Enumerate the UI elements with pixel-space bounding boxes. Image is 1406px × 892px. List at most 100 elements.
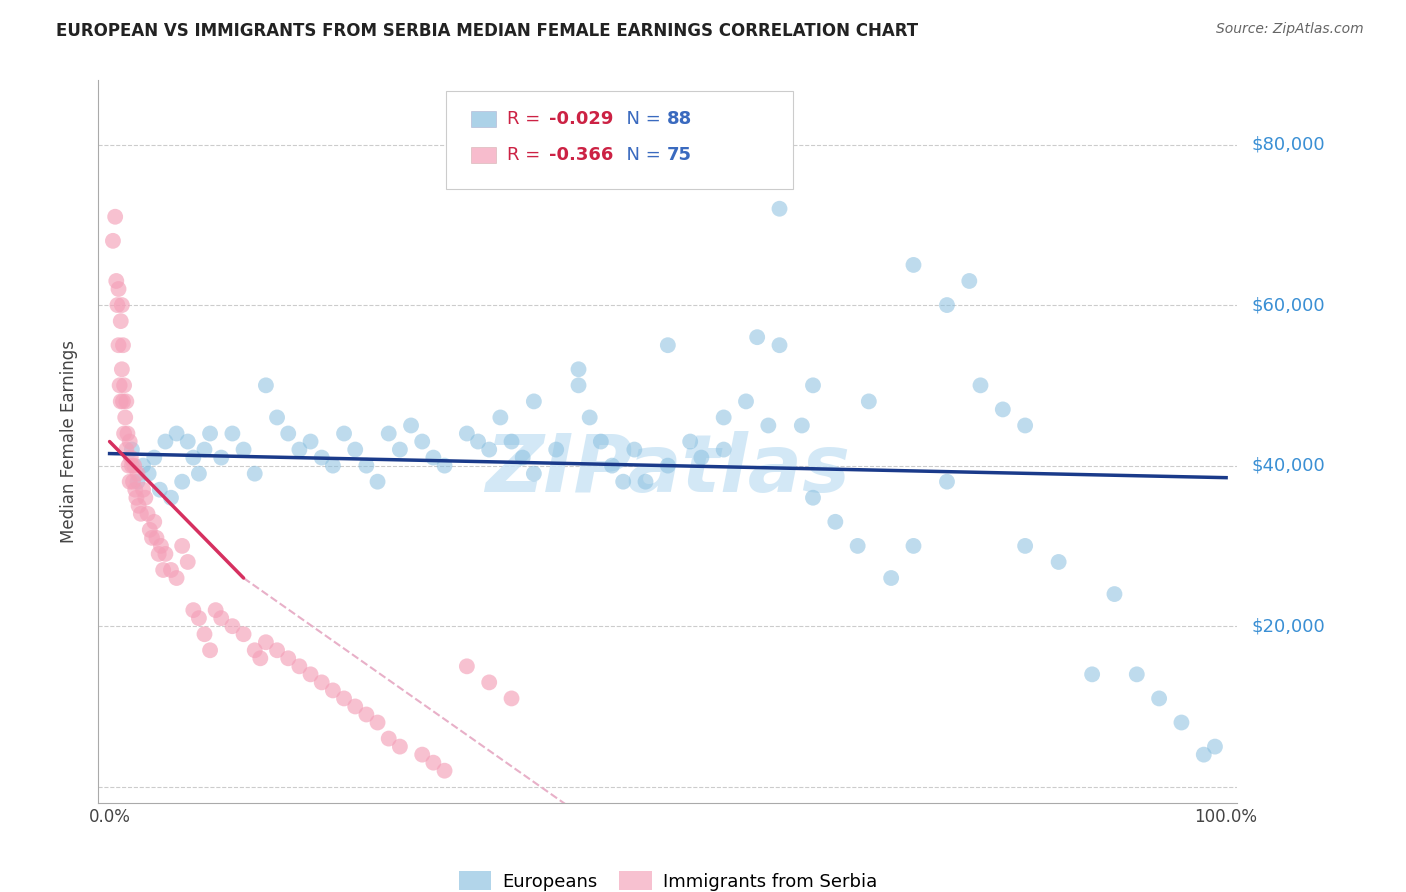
Point — [111, 362, 134, 376]
Point — [155, 547, 177, 561]
Point — [110, 314, 132, 328]
Point — [768, 202, 790, 216]
Point — [367, 475, 389, 489]
Text: Source: ZipAtlas.com: Source: ZipAtlas.com — [1216, 22, 1364, 37]
Point — [747, 330, 769, 344]
Point — [1104, 587, 1126, 601]
Point — [166, 571, 188, 585]
Point — [1192, 747, 1215, 762]
Point — [243, 467, 266, 481]
Point — [127, 475, 149, 489]
Point — [114, 410, 136, 425]
Point — [221, 619, 243, 633]
Point — [657, 458, 679, 473]
Point — [478, 675, 501, 690]
Point — [143, 515, 166, 529]
Point — [456, 426, 478, 441]
Point — [858, 394, 880, 409]
Point — [299, 434, 322, 449]
Point — [288, 442, 311, 457]
Point — [411, 434, 433, 449]
Point — [713, 442, 735, 457]
Text: $60,000: $60,000 — [1251, 296, 1324, 314]
Point — [356, 707, 378, 722]
Point — [679, 434, 702, 449]
Point — [177, 434, 200, 449]
Point — [134, 491, 156, 505]
Point — [107, 282, 129, 296]
Point — [657, 338, 679, 352]
Point — [117, 426, 139, 441]
Point — [149, 483, 172, 497]
Point — [138, 467, 160, 481]
Point — [104, 210, 127, 224]
Point — [1081, 667, 1104, 681]
Point — [198, 643, 221, 657]
Point — [249, 651, 271, 665]
Point — [112, 426, 135, 441]
Point — [183, 450, 205, 465]
FancyBboxPatch shape — [446, 91, 793, 189]
Point — [107, 298, 129, 312]
Point — [735, 394, 758, 409]
Point — [115, 442, 138, 457]
Point — [266, 643, 288, 657]
Point — [232, 627, 254, 641]
Point — [456, 659, 478, 673]
Point — [478, 442, 501, 457]
Point — [118, 434, 141, 449]
Point — [198, 426, 221, 441]
Point — [288, 659, 311, 673]
Text: $40,000: $40,000 — [1251, 457, 1324, 475]
Point — [567, 378, 589, 392]
Legend: Europeans, Immigrants from Serbia: Europeans, Immigrants from Serbia — [450, 863, 886, 892]
Text: $20,000: $20,000 — [1251, 617, 1324, 635]
FancyBboxPatch shape — [471, 147, 496, 162]
Point — [121, 458, 143, 473]
Point — [277, 651, 299, 665]
Text: 88: 88 — [666, 110, 692, 128]
Point — [221, 426, 243, 441]
Point — [148, 547, 170, 561]
Point — [125, 491, 148, 505]
Text: $80,000: $80,000 — [1251, 136, 1324, 153]
Point — [232, 442, 254, 457]
Point — [589, 434, 612, 449]
Text: ZIPatlas: ZIPatlas — [485, 432, 851, 509]
Point — [105, 274, 128, 288]
Point — [209, 450, 232, 465]
Point — [903, 258, 925, 272]
Point — [183, 603, 205, 617]
Point — [141, 531, 163, 545]
Point — [501, 691, 523, 706]
Y-axis label: Median Female Earnings: Median Female Earnings — [59, 340, 77, 543]
Point — [112, 378, 135, 392]
Point — [411, 747, 433, 762]
FancyBboxPatch shape — [471, 111, 496, 127]
Point — [936, 298, 959, 312]
Point — [1014, 539, 1036, 553]
Text: R =: R = — [508, 145, 547, 164]
Point — [1126, 667, 1149, 681]
Point — [243, 643, 266, 657]
Point — [132, 458, 155, 473]
Point — [612, 475, 634, 489]
Point — [578, 410, 600, 425]
Point — [132, 483, 155, 497]
Point — [155, 434, 177, 449]
Point — [467, 434, 489, 449]
Point — [790, 418, 813, 433]
Point — [266, 410, 288, 425]
Point — [128, 499, 150, 513]
Point — [111, 394, 134, 409]
Text: N =: N = — [616, 110, 666, 128]
Point — [122, 458, 145, 473]
Point — [433, 764, 456, 778]
Text: EUROPEAN VS IMMIGRANTS FROM SERBIA MEDIAN FEMALE EARNINGS CORRELATION CHART: EUROPEAN VS IMMIGRANTS FROM SERBIA MEDIA… — [56, 22, 918, 40]
Point — [115, 394, 138, 409]
Point — [501, 434, 523, 449]
Point — [690, 450, 713, 465]
Text: R =: R = — [508, 110, 547, 128]
Point — [322, 458, 344, 473]
Point — [1014, 418, 1036, 433]
